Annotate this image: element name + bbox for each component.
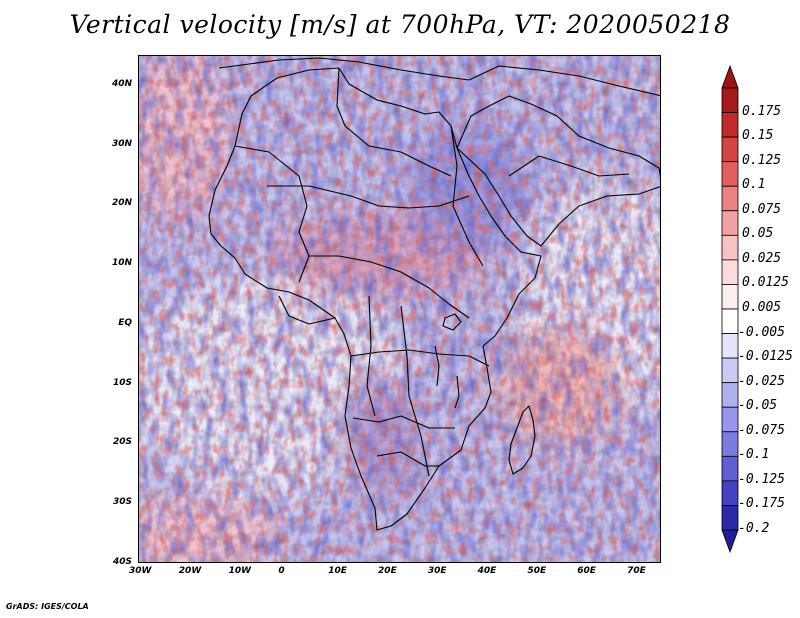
lon-tick-label: 10W [228, 566, 252, 576]
colorbar-swatch [721, 284, 739, 310]
lon-tick-label: 20E [378, 566, 397, 576]
colorbar-swatch [721, 357, 739, 384]
border-11 [508, 155, 630, 177]
lon-tick-label: 70E [627, 566, 646, 576]
colorbar-top-arrow [721, 64, 739, 89]
lake-victoria [442, 313, 462, 331]
colorbar-swatch [721, 480, 739, 506]
lat-tick-label: EQ [118, 317, 132, 328]
colorbar-level-label: 0.0125 [742, 275, 789, 291]
lat-tick-label: 40S [112, 557, 132, 567]
lon-tick-label: 0 [278, 566, 285, 576]
map-panel [138, 55, 661, 563]
border-2 [336, 67, 452, 177]
colorbar-level-label: 0.005 [742, 300, 782, 315]
madagascar [508, 405, 536, 475]
lat-tick-label: 40N [111, 78, 132, 89]
lat-tick-label: 10S [112, 377, 132, 388]
colorbar-swatch [721, 87, 739, 113]
lon-tick-label: 30W [129, 566, 152, 576]
colorbar-swatch [721, 333, 739, 359]
border-5 [350, 349, 490, 367]
europe-coast [218, 57, 660, 97]
colorbar-level-label: 0.05 [742, 226, 774, 242]
colorbar-bottom-arrow [721, 529, 739, 554]
colorbar-swatch [721, 161, 739, 187]
colorbar-swatch [721, 455, 739, 482]
border-10 [450, 125, 484, 267]
lat-tick-label: 30S [112, 497, 132, 508]
border-12 [278, 295, 336, 325]
colorbar-swatch [721, 136, 739, 163]
colorbar-level-label: -0.005 [738, 324, 785, 340]
colorbar-swatch [721, 112, 739, 138]
colorbar-level-label: 0.1 [742, 177, 766, 193]
colorbar-level-label: -0.125 [738, 471, 785, 487]
colorbar-level-label: -0.2 [738, 521, 770, 536]
colorbar-swatch [721, 505, 739, 531]
colorbar-swatch [721, 234, 739, 261]
velocity-field [139, 56, 660, 562]
colorbar-level-label: -0.0125 [738, 349, 793, 365]
lat-tick-label: 20N [111, 198, 132, 209]
colorbar-level-label: -0.025 [738, 373, 785, 389]
colorbar-level-label: -0.175 [738, 496, 785, 512]
colorbar-level-label: -0.075 [738, 422, 785, 438]
lake-malawi [454, 375, 460, 409]
colorbar-level-label: 0.125 [742, 152, 782, 168]
colorbar-level-label: 0.075 [742, 201, 782, 217]
border-4 [309, 255, 470, 319]
colorbar-level-label: 0.175 [742, 103, 782, 119]
lon-tick-label: 60E [577, 566, 596, 576]
border-6 [352, 415, 455, 429]
colorbar-level-label: 0.15 [742, 128, 774, 144]
lon-tick-label: 10E [328, 566, 347, 576]
lat-tick-label: 20S [112, 437, 132, 448]
lat-tick-label: 10N [111, 258, 132, 269]
lon-tick-label: 40E [477, 566, 497, 576]
border-9 [366, 295, 376, 417]
colorbar-swatch [721, 382, 739, 408]
colorbar-swatch [721, 308, 739, 334]
border-7 [376, 451, 439, 467]
border-8 [400, 305, 430, 477]
colorbar-swatch [721, 259, 739, 285]
lon-tick-label: 50E [527, 566, 547, 576]
colorbar-level-label: -0.05 [738, 398, 778, 414]
colorbar-swatch [721, 210, 739, 236]
chart-title: Vertical velocity [m/s] at 700hPa, VT: 2… [69, 10, 731, 39]
lon-tick-label: 30E [427, 566, 447, 576]
colorbar-level-label: -0.1 [738, 447, 770, 463]
arabia-coast [456, 95, 660, 247]
lake-tanganyika [434, 345, 440, 387]
lon-tick-label: 20W [178, 566, 202, 576]
africa-coast [208, 67, 542, 531]
colorbar-swatch [721, 431, 739, 457]
colorbar-swatch [721, 185, 739, 212]
colorbar-level-label: 0.025 [742, 250, 782, 266]
coastlines [208, 57, 660, 531]
credit-label: GrADS: IGES/COLA [6, 602, 89, 611]
colorbar-swatch [721, 406, 739, 433]
lat-tick-label: 30N [111, 138, 132, 149]
border-3 [267, 185, 470, 209]
